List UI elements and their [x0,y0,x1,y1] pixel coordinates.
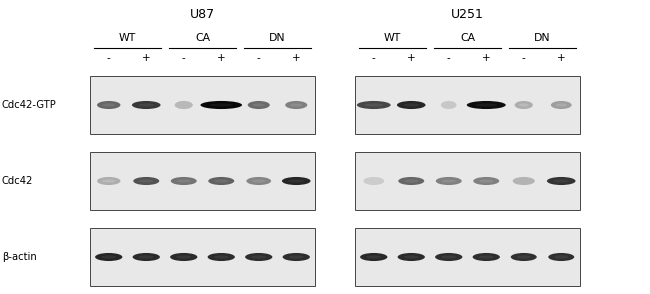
Text: +: + [217,53,226,63]
Ellipse shape [435,253,462,261]
Text: +: + [292,53,300,63]
Ellipse shape [473,177,499,185]
Text: -: - [372,53,376,63]
Text: +: + [407,53,415,63]
Text: CA: CA [195,33,210,43]
Ellipse shape [133,253,160,261]
Ellipse shape [210,103,233,106]
Text: -: - [447,53,450,63]
Ellipse shape [436,177,461,185]
Ellipse shape [289,179,304,183]
Ellipse shape [357,101,391,109]
Ellipse shape [398,177,424,185]
Ellipse shape [547,177,575,185]
Ellipse shape [171,177,197,185]
Ellipse shape [551,101,571,109]
Ellipse shape [252,255,266,258]
Text: Cdc42: Cdc42 [2,176,33,186]
Text: DN: DN [534,33,551,43]
Ellipse shape [479,179,493,183]
Text: -: - [257,53,261,63]
Ellipse shape [252,179,266,183]
Text: -: - [182,53,186,63]
Text: +: + [482,53,491,63]
Ellipse shape [441,255,456,258]
Ellipse shape [479,255,494,258]
Text: +: + [142,53,151,63]
Ellipse shape [214,255,229,258]
Text: U251: U251 [451,9,484,21]
Ellipse shape [245,253,272,261]
Ellipse shape [511,253,537,261]
Text: CA: CA [460,33,475,43]
Ellipse shape [285,101,307,109]
Ellipse shape [548,253,574,261]
Text: -: - [522,53,526,63]
Text: DN: DN [269,33,286,43]
Text: WT: WT [384,33,401,43]
Text: WT: WT [119,33,136,43]
Ellipse shape [360,253,387,261]
Ellipse shape [398,253,425,261]
Ellipse shape [397,101,426,109]
Text: Cdc42-GTP: Cdc42-GTP [2,100,57,110]
Ellipse shape [290,103,302,106]
Ellipse shape [513,177,535,185]
Text: -: - [107,53,111,63]
Ellipse shape [404,255,419,258]
Ellipse shape [177,179,191,183]
Ellipse shape [102,179,115,183]
Ellipse shape [139,179,153,183]
Ellipse shape [248,101,270,109]
Ellipse shape [214,179,228,183]
Ellipse shape [138,255,154,258]
Ellipse shape [517,255,531,258]
Ellipse shape [95,253,122,261]
Ellipse shape [363,177,384,185]
Ellipse shape [467,101,506,109]
Ellipse shape [441,101,456,109]
Ellipse shape [200,101,242,109]
Ellipse shape [556,103,567,106]
Ellipse shape [476,103,497,106]
Ellipse shape [97,101,120,109]
Ellipse shape [176,255,191,258]
Ellipse shape [138,103,154,106]
Ellipse shape [473,253,500,261]
Ellipse shape [170,253,198,261]
Ellipse shape [441,179,456,183]
Text: β-actin: β-actin [2,252,37,262]
Ellipse shape [132,101,161,109]
Ellipse shape [515,101,533,109]
Ellipse shape [554,255,568,258]
Ellipse shape [283,253,310,261]
Ellipse shape [246,177,271,185]
Ellipse shape [519,103,528,106]
Ellipse shape [208,177,234,185]
Ellipse shape [102,103,115,106]
Ellipse shape [404,103,419,106]
Ellipse shape [253,103,265,106]
Ellipse shape [366,255,382,258]
Ellipse shape [365,103,383,106]
Text: U87: U87 [190,9,215,21]
Ellipse shape [207,253,235,261]
Ellipse shape [289,255,304,258]
Ellipse shape [553,179,569,183]
Text: +: + [557,53,566,63]
Ellipse shape [175,101,193,109]
Ellipse shape [133,177,159,185]
Ellipse shape [97,177,120,185]
Ellipse shape [282,177,311,185]
Ellipse shape [404,179,419,183]
Ellipse shape [101,255,116,258]
